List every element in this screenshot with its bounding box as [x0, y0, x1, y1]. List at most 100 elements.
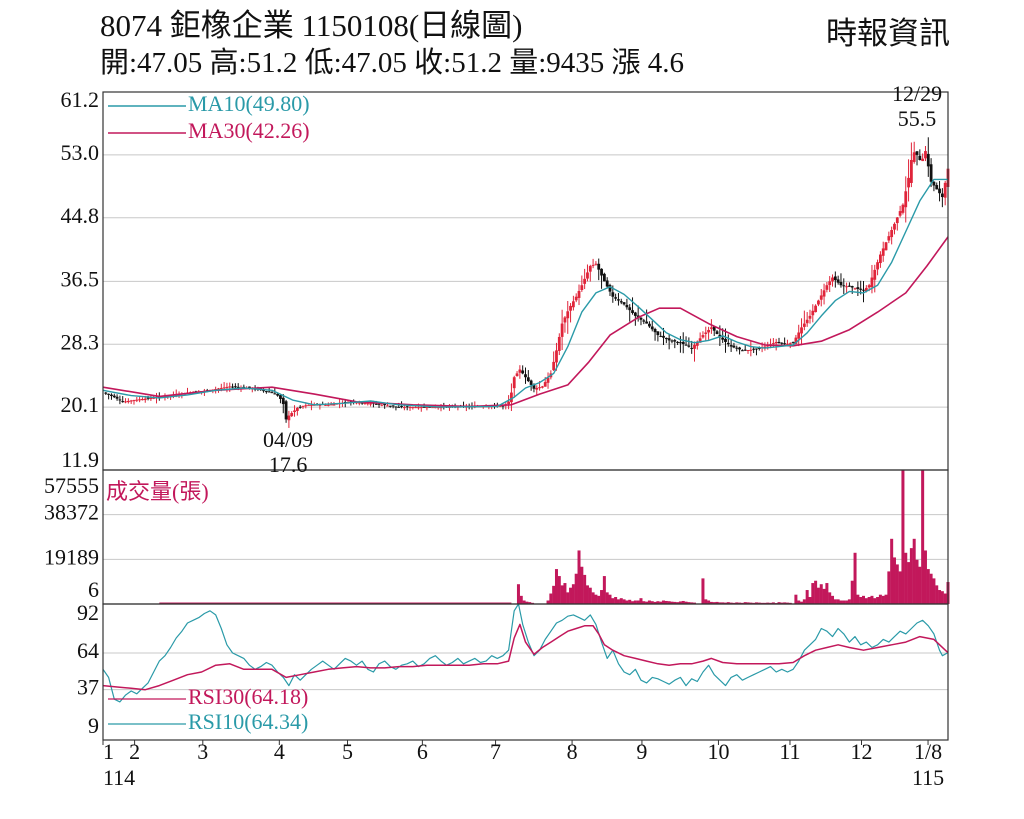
volume-bar: [805, 590, 809, 604]
candle-body: [873, 269, 877, 280]
candle-body: [797, 332, 801, 339]
candle-body: [740, 350, 744, 352]
candle-body: [405, 406, 409, 408]
candle-body: [817, 300, 820, 305]
candle-body: [577, 290, 581, 298]
candle-body: [614, 297, 618, 299]
volume-bar: [912, 538, 916, 604]
volume-bar: [701, 578, 705, 604]
candle-body: [293, 410, 296, 413]
volume-bar: [878, 594, 882, 604]
volume-bar: [850, 580, 854, 604]
x-tick-label: 9: [636, 739, 647, 764]
price-tick-label: 36.5: [61, 266, 100, 291]
x-year-label: 114: [103, 765, 135, 790]
candle-body: [938, 188, 941, 194]
candle-body: [774, 341, 778, 344]
candle-body: [684, 344, 688, 346]
volume-bar: [704, 599, 708, 604]
candle-body: [383, 404, 387, 406]
candle-body: [693, 344, 696, 349]
volume-bar: [828, 592, 832, 604]
price-tick-label: 20.1: [61, 392, 100, 417]
volume-bar: [622, 599, 626, 604]
candle-body: [780, 342, 784, 344]
volume-bar: [822, 588, 826, 604]
grid: [103, 154, 948, 691]
volume-bar: [816, 587, 820, 604]
candle-body: [904, 191, 908, 208]
volume-bar: [600, 590, 604, 604]
candle-body: [670, 340, 674, 342]
candle-body: [571, 301, 575, 308]
candle-body: [310, 404, 313, 406]
volume-bar: [659, 601, 663, 604]
candle-body: [943, 182, 947, 198]
volume-bar: [802, 599, 806, 604]
candle-body: [935, 185, 939, 190]
candle-body: [746, 350, 750, 352]
candle-body: [149, 398, 153, 400]
volume-bar: [921, 470, 925, 604]
candle-body: [524, 374, 527, 378]
candle-body: [833, 276, 837, 281]
candle-body: [425, 407, 429, 409]
volume-bar: [681, 600, 685, 604]
candle-body: [625, 304, 629, 308]
candle-body: [845, 286, 848, 288]
volume-bar: [876, 597, 880, 604]
volume-bar: [625, 600, 629, 604]
volume-bar: [892, 557, 896, 604]
candle-body: [526, 377, 530, 382]
candle-body: [681, 341, 685, 345]
candle-body: [825, 285, 829, 290]
volume-bar: [907, 562, 911, 604]
candle-body: [366, 403, 370, 405]
candle-body: [864, 287, 868, 292]
rsi10-line: [102, 603, 949, 703]
candle-body: [831, 277, 834, 282]
legend-label: RSI10(64.34): [188, 709, 308, 734]
candle-body: [887, 236, 891, 241]
candle-body: [653, 328, 657, 333]
candle-body: [690, 347, 694, 349]
candle-body: [529, 380, 533, 385]
volume-bar: [923, 550, 927, 604]
candle-body: [214, 388, 218, 390]
volume-bar: [636, 600, 640, 604]
high-date-annotation: 12/29: [892, 81, 942, 106]
candle-body: [225, 386, 229, 388]
volume-bar: [771, 602, 775, 604]
volume-legend-label: 成交量(張): [106, 479, 209, 504]
candle-body: [594, 263, 598, 265]
candle-body: [853, 288, 857, 290]
volume-bar: [814, 580, 818, 604]
volume-bar: [873, 598, 877, 604]
x-year-label: 115: [912, 765, 944, 790]
candle-body: [870, 277, 874, 288]
x-tick-label: 10: [707, 739, 729, 764]
volume-bar: [777, 602, 781, 604]
candle-body: [698, 338, 702, 343]
candle-body: [940, 193, 944, 198]
candle-body: [901, 204, 905, 213]
candle-body: [743, 349, 747, 351]
rsi-tick-label: 64: [77, 638, 99, 663]
volume-bar: [557, 576, 561, 604]
volume-bar: [825, 583, 829, 604]
candle-body: [907, 177, 910, 188]
volume-bar: [647, 600, 651, 604]
volume-bar: [574, 573, 578, 604]
candle-body: [386, 405, 389, 407]
volume-bar: [800, 601, 804, 604]
candle-body: [132, 400, 136, 402]
volume-bar: [836, 599, 840, 604]
volume-bar: [901, 470, 905, 604]
candle-body: [360, 402, 364, 404]
candle-body: [419, 407, 423, 409]
candle-body: [369, 403, 372, 405]
candle-body: [501, 405, 505, 407]
volume-tick-label: 6: [88, 577, 99, 602]
volume-bar: [862, 595, 865, 604]
candle-body: [532, 384, 536, 389]
